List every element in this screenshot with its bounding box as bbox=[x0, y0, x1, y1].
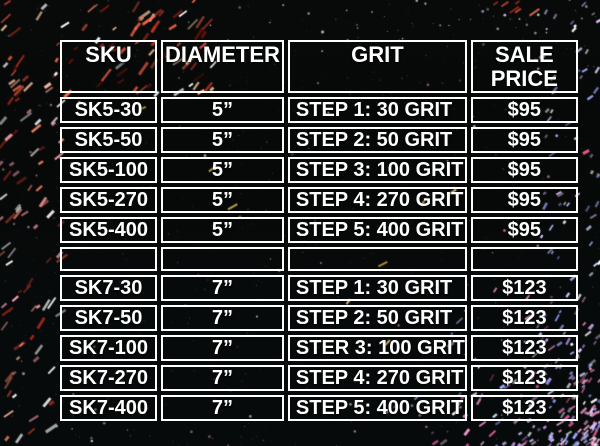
grit-cell: STEP 3: 100 GRIT bbox=[287, 157, 467, 183]
table-row: SK7-270 7” STEP 4: 270 GRIT $123 bbox=[60, 365, 578, 391]
price-cell: $95 bbox=[470, 217, 578, 243]
sku-cell: SK5-270 bbox=[60, 187, 157, 213]
table-row: SK5-100 5” STEP 3: 100 GRIT $95 bbox=[60, 157, 578, 183]
table-row: SK5-30 5” STEP 1: 30 GRIT $95 bbox=[60, 97, 578, 123]
price-cell: $95 bbox=[470, 157, 578, 183]
price-cell: $123 bbox=[470, 395, 578, 421]
grit-cell: STEP 2: 50 GRIT bbox=[287, 127, 467, 153]
price-cell bbox=[470, 247, 578, 271]
diameter-cell: 7” bbox=[161, 365, 284, 391]
sku-cell: SK5-30 bbox=[60, 97, 157, 123]
diameter-cell: 5” bbox=[161, 97, 284, 123]
price-cell: $123 bbox=[470, 305, 578, 331]
column-header-grit: GRIT bbox=[287, 40, 467, 93]
diameter-cell bbox=[161, 247, 284, 271]
price-cell: $123 bbox=[470, 365, 578, 391]
diameter-cell: 5” bbox=[161, 187, 284, 213]
price-cell: $95 bbox=[470, 97, 578, 123]
price-cell: $95 bbox=[470, 187, 578, 213]
price-cell: $95 bbox=[470, 127, 578, 153]
grit-cell: STEP 2: 50 GRIT bbox=[287, 305, 467, 331]
diameter-cell: 7” bbox=[161, 395, 284, 421]
diameter-cell: 7” bbox=[161, 305, 284, 331]
table-row: SK5-50 5” STEP 2: 50 GRIT $95 bbox=[60, 127, 578, 153]
grit-cell: STEP 4: 270 GRIT bbox=[287, 187, 467, 213]
sku-cell: SK7-30 bbox=[60, 275, 157, 301]
table-row: SK7-400 7” STEP 5: 400 GRIT $123 bbox=[60, 395, 578, 421]
sku-cell: SK5-100 bbox=[60, 157, 157, 183]
diameter-cell: 7” bbox=[161, 335, 284, 361]
table-row: SK5-400 5” STEP 5: 400 GRIT $95 bbox=[60, 217, 578, 243]
grit-cell: STEP 1: 30 GRIT bbox=[287, 97, 467, 123]
sku-cell: SK7-270 bbox=[60, 365, 157, 391]
column-header-sku: SKU bbox=[60, 40, 157, 93]
grit-cell: STEP 5: 400 GRIT bbox=[287, 217, 467, 243]
diameter-cell: 5” bbox=[161, 157, 284, 183]
price-cell: $123 bbox=[470, 335, 578, 361]
table-row: SK7-50 7” STEP 2: 50 GRIT $123 bbox=[60, 305, 578, 331]
grit-cell: STEP 4: 270 GRIT bbox=[287, 365, 467, 391]
diameter-cell: 5” bbox=[161, 217, 284, 243]
sku-cell bbox=[60, 247, 157, 271]
price-cell: $123 bbox=[470, 275, 578, 301]
sku-cell: SK5-50 bbox=[60, 127, 157, 153]
table-row: SK7-100 7” STER 3: 100 GRIT $123 bbox=[60, 335, 578, 361]
diameter-cell: 5” bbox=[161, 127, 284, 153]
grit-cell: STER 3: 100 GRIT bbox=[287, 335, 467, 361]
sku-cell: SK7-50 bbox=[60, 305, 157, 331]
table-body: SK5-30 5” STEP 1: 30 GRIT $95 SK5-50 5” STEP 2… bbox=[60, 97, 578, 421]
table-row: SK5-270 5” STEP 4: 270 GRIT $95 bbox=[60, 187, 578, 213]
spacer-row bbox=[60, 247, 578, 271]
sku-cell: SK7-100 bbox=[60, 335, 157, 361]
sku-cell: SK5-400 bbox=[60, 217, 157, 243]
price-table: SKU DIAMETER GRIT SALE PRICE SK5-30 5” STE… bbox=[56, 36, 582, 425]
sku-cell: SK7-400 bbox=[60, 395, 157, 421]
grit-cell: STEP 5: 400 GRIT bbox=[287, 395, 467, 421]
grit-cell bbox=[287, 247, 467, 271]
table-header: SKU DIAMETER GRIT SALE PRICE bbox=[60, 40, 578, 93]
header-row: SKU DIAMETER GRIT SALE PRICE bbox=[60, 40, 578, 93]
column-header-sale-price: SALE PRICE bbox=[470, 40, 578, 93]
price-table-container: SKU DIAMETER GRIT SALE PRICE SK5-30 5” STE… bbox=[56, 36, 582, 425]
grit-cell: STEP 1: 30 GRIT bbox=[287, 275, 467, 301]
column-header-diameter: DIAMETER bbox=[161, 40, 284, 93]
diameter-cell: 7” bbox=[161, 275, 284, 301]
table-row: SK7-30 7” STEP 1: 30 GRIT $123 bbox=[60, 275, 578, 301]
